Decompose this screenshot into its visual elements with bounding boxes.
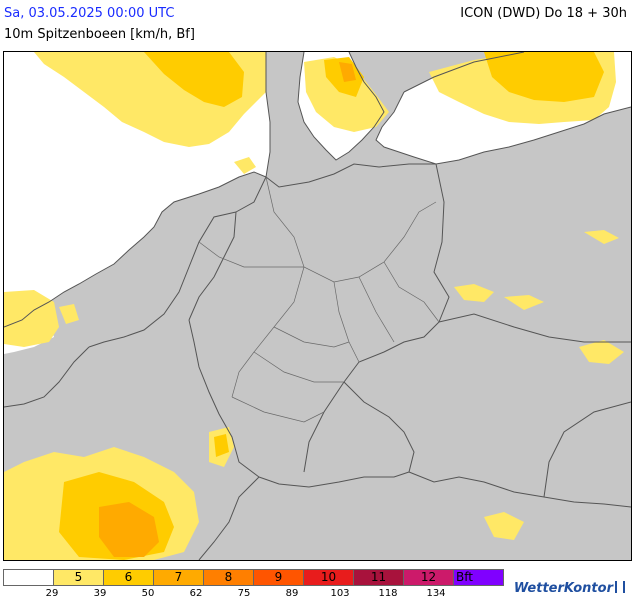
parameter-label: 10m Spitzenboeen [km/h, Bf] — [4, 27, 195, 42]
country-borders — [4, 52, 631, 560]
legend-tick: 103 — [330, 588, 350, 599]
gust-area-bft7 — [99, 62, 356, 557]
legend-cell-7: 7 — [153, 569, 204, 586]
legend-cell-calm — [3, 569, 54, 586]
map-canvas — [4, 52, 631, 560]
legend-tick: 118 — [378, 588, 398, 599]
legend-tick: 50 — [141, 588, 155, 599]
legend-cell-11: 11 — [353, 569, 404, 586]
legend-cell-6: 6 — [103, 569, 154, 586]
legend-tick: 39 — [93, 588, 107, 599]
legend-cell-12: 12 — [403, 569, 454, 586]
color-legend: 5 6 7 8 9 10 11 12 Bft — [3, 569, 504, 586]
legend-cell-Bft: Bft — [453, 569, 504, 586]
legend-ticks: 29 39 50 62 75 89 103 118 134 — [3, 588, 503, 600]
legend-tick: 62 — [189, 588, 203, 599]
state-borders — [198, 176, 440, 423]
brand-name: WetterKontor — [513, 581, 613, 596]
legend-cell-9: 9 — [253, 569, 304, 586]
legend-tick: 134 — [426, 588, 446, 599]
legend-cell-8: 8 — [203, 569, 254, 586]
wind-gauge-icon — [615, 581, 625, 593]
legend-cell-10: 10 — [303, 569, 354, 586]
legend-tick: 75 — [237, 588, 251, 599]
legend-cell-5: 5 — [53, 569, 104, 586]
model-run-label: ICON (DWD) Do 18 + 30h — [460, 6, 627, 21]
forecast-date: Sa, 03.05.2025 00:00 UTC — [4, 6, 175, 21]
legend-tick: 29 — [45, 588, 59, 599]
brand-logo: WetterKontor — [514, 581, 625, 596]
weather-map[interactable] — [3, 51, 632, 561]
legend-tick: 89 — [285, 588, 299, 599]
